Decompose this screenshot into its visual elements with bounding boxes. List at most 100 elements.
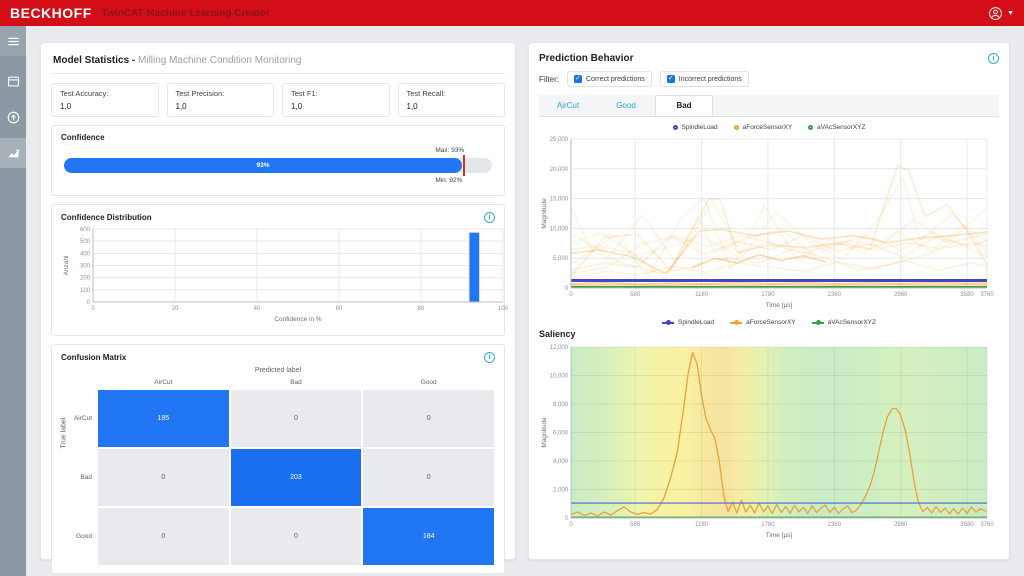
svg-text:0: 0: [87, 300, 91, 306]
svg-text:100: 100: [80, 288, 91, 294]
legend-item[interactable]: SpindleLoad: [662, 319, 714, 326]
confusion-matrix-title: Confusion Matrix: [61, 353, 127, 362]
tab-good[interactable]: Good: [616, 101, 636, 110]
app-window-icon: [7, 76, 19, 86]
confidence-distribution-chart: 0 100 200 300 400 500 600 0 20 40 60 80 100 Confidenc…: [63, 227, 509, 323]
model-statistics-title: Model Statistics -: [53, 55, 136, 66]
filter-checkbox-incorrect-predictions[interactable]: ✓ Incorrect predictions: [659, 71, 749, 87]
info-icon[interactable]: i: [484, 212, 495, 223]
svg-text:580: 580: [630, 292, 641, 298]
tab-aircut[interactable]: AirCut: [556, 101, 580, 110]
svg-text:80: 80: [418, 306, 425, 312]
legend-label: SpindleLoad: [678, 319, 715, 326]
matrix-cell[interactable]: 185: [98, 390, 229, 447]
stat-box: Test Recall: 1,0: [397, 83, 505, 117]
svg-text:200: 200: [80, 276, 91, 282]
svg-text:8,000: 8,000: [553, 402, 569, 408]
svg-text:0: 0: [569, 522, 573, 528]
model-statistics-header: Model Statistics - Milling Machine Condi…: [51, 53, 505, 74]
confusion-matrix-grid: AirCut Bad Good AirCut 185 0 0 Bad 0 203 0 Good 0 0 18…: [61, 376, 495, 566]
sidebar-item-area-chart[interactable]: [0, 138, 26, 168]
legend-item[interactable]: aVAcSensorXYZ: [811, 319, 876, 326]
stat-label: Test Accuracy:: [60, 89, 109, 98]
svg-text:580: 580: [630, 522, 641, 528]
confidence-max-label: Max: 93%: [435, 147, 465, 154]
matrix-col-header: AirCut: [154, 379, 173, 386]
legend-label: aVAcSensorXYZ: [817, 124, 866, 131]
matrix-row-header: Good: [76, 533, 92, 540]
matrix-col-header: Good: [420, 379, 437, 386]
svg-text:Magnitude: Magnitude: [541, 417, 548, 448]
legend-item[interactable]: aVAcSensorXYZ: [808, 124, 865, 131]
svg-text:2980: 2980: [894, 292, 908, 298]
app-header: BECKHOFF TwinCAT Machine Learning Creato…: [0, 0, 1024, 26]
legend-line-icon: [662, 320, 675, 325]
legend-item[interactable]: aForceSensorXY: [730, 319, 796, 326]
matrix-col-header: Bad: [290, 379, 302, 386]
svg-text:3580: 3580: [960, 522, 974, 528]
svg-text:Anzahl: Anzahl: [63, 255, 70, 275]
true-label: True label: [60, 417, 68, 449]
svg-text:20: 20: [172, 306, 179, 312]
svg-text:2,000: 2,000: [553, 488, 569, 494]
matrix-cell[interactable]: 0: [230, 508, 362, 565]
matrix-cell[interactable]: 0: [230, 390, 362, 447]
matrix-row-header: Bad: [80, 474, 92, 481]
stat-label: Test F1:: [291, 89, 318, 98]
svg-text:0: 0: [565, 286, 569, 292]
legend-line-icon: [730, 320, 743, 325]
svg-text:Time [µs]: Time [µs]: [766, 532, 793, 539]
legend-label: aForceSensorXY: [746, 319, 796, 326]
svg-text:2380: 2380: [828, 292, 842, 298]
checkbox-icon: ✓: [666, 75, 675, 83]
saliency-chart-legend: SpindleLoad aForceSensorXY aVAcSensorXYZ: [539, 319, 999, 326]
svg-text:2980: 2980: [894, 522, 908, 528]
svg-text:1180: 1180: [695, 522, 709, 528]
svg-text:60: 60: [336, 306, 343, 312]
legend-line-icon: [811, 320, 824, 325]
user-avatar-icon[interactable]: [988, 6, 1003, 21]
svg-text:Confidence in %: Confidence in %: [274, 316, 322, 323]
checkbox-icon: ✓: [574, 75, 582, 83]
sidebar-item-menu[interactable]: [0, 26, 26, 56]
svg-text:100: 100: [498, 306, 509, 312]
prediction-behavior-chart: 0 5,000 10,000 15,000 20,000 25,000 0 580 1180 17…: [541, 137, 994, 309]
svg-text:10,000: 10,000: [550, 226, 569, 232]
filter-checkbox-correct-predictions[interactable]: ✓ Correct predictions: [567, 71, 652, 87]
svg-text:0: 0: [91, 306, 95, 312]
matrix-cell[interactable]: 0: [98, 508, 229, 565]
stat-value: 1,0: [175, 102, 187, 111]
prediction-behavior-title: Prediction Behavior: [539, 53, 634, 64]
filter-label: Filter:: [539, 74, 559, 84]
sidebar-item-app-window[interactable]: [0, 66, 26, 96]
stat-box: Test F1: 1,0: [282, 83, 390, 117]
matrix-cell[interactable]: 0: [363, 390, 494, 447]
svg-text:12,000: 12,000: [550, 345, 569, 351]
matrix-cell[interactable]: 0: [363, 449, 494, 506]
matrix-cell[interactable]: 0: [98, 449, 229, 506]
info-icon[interactable]: i: [484, 352, 495, 363]
legend-ring-icon: [733, 125, 739, 130]
user-menu-caret-icon[interactable]: ▼: [1007, 9, 1014, 17]
svg-text:3580: 3580: [960, 292, 974, 298]
legend-label: SpindleLoad: [681, 124, 718, 131]
svg-text:600: 600: [80, 227, 91, 233]
svg-text:0: 0: [569, 292, 573, 298]
legend-ring-icon: [808, 125, 814, 130]
matrix-row-header: AirCut: [73, 415, 92, 422]
svg-text:20,000: 20,000: [550, 167, 569, 173]
tab-bad[interactable]: Bad: [655, 95, 713, 116]
confusion-matrix-card: Confusion Matrix i Predicted label True …: [51, 344, 505, 574]
confidence-bar: 93% Max: 93% Min: 92%: [64, 147, 492, 184]
legend-item[interactable]: aForceSensorXY: [733, 124, 792, 131]
test-metrics-row: Test Accuracy: 1,0 Test Precision: 1,0 Test …: [51, 83, 505, 117]
matrix-cell[interactable]: 184: [363, 508, 494, 565]
app-title: TwinCAT Machine Learning Creator: [101, 7, 270, 19]
matrix-cell[interactable]: 203: [230, 449, 362, 506]
legend-ring-icon: [672, 125, 678, 130]
sidebar-item-gauge[interactable]: [0, 102, 26, 132]
confidence-distribution-card: Confidence Distribution i 0 100 200 300 400 5…: [51, 204, 509, 336]
legend-item[interactable]: SpindleLoad: [672, 124, 718, 131]
info-icon[interactable]: i: [988, 53, 999, 64]
confidence-bar-fill: 93%: [64, 158, 463, 173]
